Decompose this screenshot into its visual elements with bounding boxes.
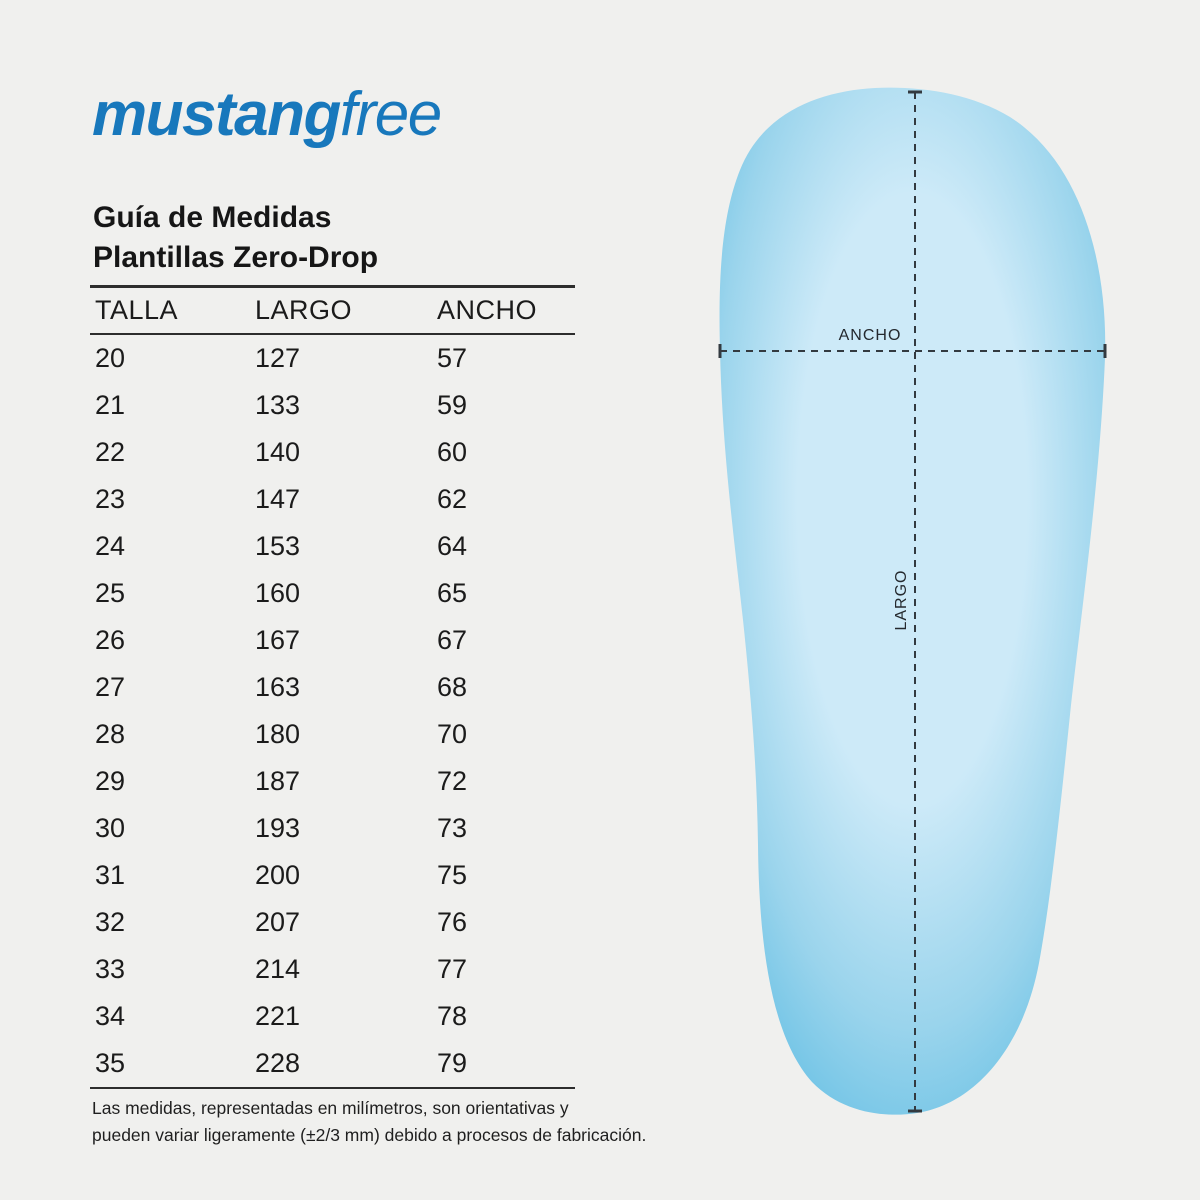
table-cell: 22: [95, 437, 126, 467]
brand-logo-free: free: [339, 80, 442, 149]
page-title-line1: Guía de Medidas: [93, 201, 332, 234]
measurements-footnote: Las medidas, representadas en milímetros…: [92, 1095, 646, 1148]
table-cell: 180: [255, 719, 301, 749]
brand-logo-mustang: mustang: [92, 80, 341, 149]
table-row: 28 180 70: [90, 711, 575, 758]
table-row: 26 167 67: [90, 617, 575, 664]
table-cell: 76: [437, 907, 468, 937]
table-cell: 21: [95, 390, 126, 420]
page-title-line2: Plantillas Zero-Drop: [93, 241, 379, 274]
insole-shape: [719, 87, 1106, 1115]
table-cell: 27: [95, 672, 126, 702]
table-row: 34 221 78: [90, 993, 575, 1040]
footnote-line2: pueden variar ligeramente (±2/3 mm) debi…: [92, 1124, 647, 1145]
table-cell: 77: [437, 954, 468, 984]
column-header-largo: LARGO: [255, 295, 353, 325]
table-cell: 65: [437, 578, 468, 608]
table-cell: 60: [437, 437, 468, 467]
table-cell: 32: [95, 907, 126, 937]
table-cell: 31: [95, 860, 126, 890]
table-row: 30 193 73: [90, 805, 575, 852]
table-cell: 75: [437, 860, 468, 890]
table-row: 20 127 57: [90, 334, 575, 382]
table-cell: 67: [437, 625, 468, 655]
size-table-body: 20 127 57 21 133 59 22 140 60 23 147 62 24 153 64 25 160…: [90, 334, 575, 1088]
table-cell: 214: [255, 954, 301, 984]
length-label: LARGO: [893, 569, 910, 630]
table-cell: 133: [255, 390, 301, 420]
table-cell: 207: [255, 907, 301, 937]
table-cell: 59: [437, 390, 468, 420]
page-title: Guía de Medidas Plantillas Zero-Drop: [93, 198, 378, 278]
footnote-line1: Las medidas, representadas en milímetros…: [92, 1098, 569, 1118]
table-row: 35 228 79: [90, 1040, 575, 1088]
table-row: 24 153 64: [90, 523, 575, 570]
insole-diagram: ANCHO LARGO: [718, 87, 1107, 1115]
table-cell: 78: [437, 1001, 468, 1031]
table-cell: 20: [95, 343, 126, 373]
column-header-talla: TALLA: [95, 295, 179, 325]
table-cell: 187: [255, 766, 301, 796]
table-cell: 35: [95, 1048, 126, 1078]
table-row: 31 200 75: [90, 852, 575, 899]
table-cell: 160: [255, 578, 301, 608]
header-row: TALLA LARGO ANCHO: [90, 286, 575, 334]
table-cell: 70: [437, 719, 468, 749]
table-cell: 167: [255, 625, 301, 655]
table-cell: 228: [255, 1048, 301, 1078]
table-cell: 73: [437, 813, 468, 843]
width-label: ANCHO: [839, 327, 902, 344]
table-cell: 57: [437, 343, 468, 373]
table-cell: 23: [95, 484, 126, 514]
table-cell: 24: [95, 531, 126, 561]
size-table: TALLA LARGO ANCHO 20 127 57 21 133 59 22 140 60 2…: [90, 285, 575, 1089]
column-header-ancho: ANCHO: [437, 295, 538, 325]
table-cell: 163: [255, 672, 301, 702]
table-cell: 147: [255, 484, 301, 514]
table-cell: 30: [95, 813, 126, 843]
table-cell: 79: [437, 1048, 468, 1078]
table-row: 32 207 76: [90, 899, 575, 946]
table-cell: 29: [95, 766, 126, 796]
table-cell: 72: [437, 766, 468, 796]
table-cell: 153: [255, 531, 301, 561]
table-cell: 127: [255, 343, 301, 373]
table-cell: 200: [255, 860, 301, 890]
table-row: 23 147 62: [90, 476, 575, 523]
table-cell: 193: [255, 813, 301, 843]
table-row: 21 133 59: [90, 382, 575, 429]
size-table-head: TALLA LARGO ANCHO: [90, 286, 575, 334]
table-cell: 68: [437, 672, 468, 702]
table-row: 25 160 65: [90, 570, 575, 617]
table-cell: 140: [255, 437, 301, 467]
table-cell: 28: [95, 719, 126, 749]
table-cell: 64: [437, 531, 468, 561]
table-cell: 34: [95, 1001, 126, 1031]
brand-logo: mustangfree: [92, 84, 442, 146]
table-row: 33 214 77: [90, 946, 575, 993]
table-cell: 25: [95, 578, 126, 608]
table-cell: 26: [95, 625, 126, 655]
table-cell: 33: [95, 954, 126, 984]
table-row: 22 140 60: [90, 429, 575, 476]
table-cell: 221: [255, 1001, 301, 1031]
table-cell: 62: [437, 484, 468, 514]
table-row: 29 187 72: [90, 758, 575, 805]
table-row: 27 163 68: [90, 664, 575, 711]
